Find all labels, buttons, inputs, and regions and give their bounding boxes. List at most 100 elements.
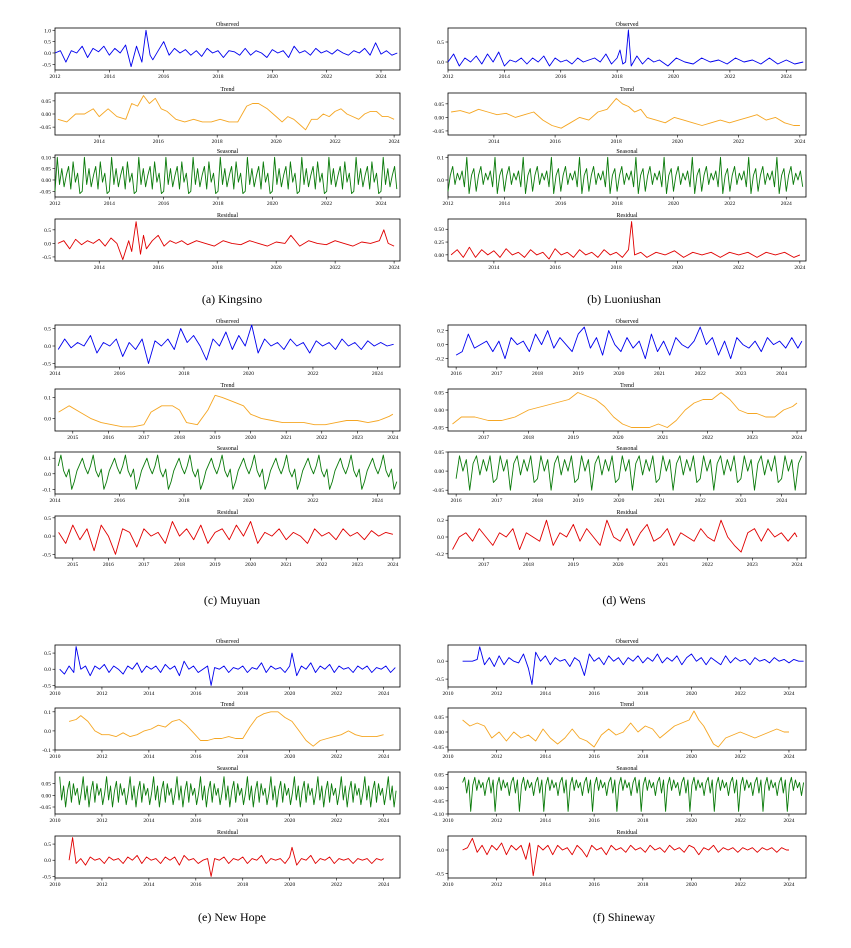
panel-0-observed-title: Observed [216,22,239,28]
panel-5-residual-xtick-label: 2010 [443,882,454,888]
panel-2-seasonal-ytick-label: -0.1 [42,487,51,493]
panel-3-observed-xtick-label: 2020 [613,371,624,377]
panel-3-residual-ytick-label: 0.0 [437,535,444,541]
panel-2-trend-xtick-label: 2017 [138,435,149,441]
panel-2-seasonal-xtick-label: 2022 [307,498,318,504]
panel-2-residual-series-line [58,521,394,555]
panel-3-seasonal-xtick-label: 2019 [573,498,584,504]
panel-0-residual-ytick-label: -0.5 [42,255,51,261]
panel-2-residual-xtick-label: 2018 [174,562,185,568]
panel-0-observed-frame [54,27,401,71]
caption-d: (d) Wens [602,593,646,607]
panel-1-seasonal-xtick-label: 2018 [612,201,623,207]
panel-0-residual-ytick-label: 0.5 [44,228,51,234]
panel-4-residual-title: Residual [217,830,238,836]
panel-0-residual-frame [54,218,401,262]
panel-4-observed-title: Observed [216,639,239,645]
panel-2-observed-ytick-label: -0.5 [42,362,51,368]
panel-2-residual-xtick-label: 2022 [316,562,327,568]
panel-3-residual-frame [447,515,807,559]
panel-4-trend-title: Trend [220,702,234,708]
panel-1-seasonal-xtick-label: 2014 [499,201,510,207]
panel-5-trend-title: Trend [620,702,634,708]
panel-3-observed-ytick-label: 0.0 [437,343,444,349]
panel-0-residual-xtick-label: 2022 [330,265,341,271]
panel-3-seasonal-xtick-label: 2017 [491,498,502,504]
panel-3-observed-xtick-label: 2016 [451,371,462,377]
panel-4-observed-ytick-label: 0.5 [44,651,51,657]
panel-3-observed-xtick-label: 2019 [573,371,584,377]
panel-0-trend-frame [54,92,401,136]
panel-4-observed-xtick-label: 2022 [331,691,342,697]
panel-2-residual-frame [54,515,401,559]
panel-3-residual-xtick-label: 2022 [702,562,713,568]
panel-0-residual-xtick-label: 2016 [153,265,164,271]
panel-5-trend-ytick-label: -0.05 [433,745,445,751]
panel-4-residual-frame [54,835,401,879]
panel-0-trend-title: Trend [220,87,234,93]
panel-5-observed-xtick-label: 2020 [686,691,697,697]
panel-5-seasonal-ytick-label: -0.10 [433,812,445,818]
panel-5-seasonal-xtick-label: 2010 [443,818,454,824]
panel-2-observed-xtick-label: 2024 [372,371,383,377]
panel-1-trend-ytick-label: -0.05 [433,129,445,135]
panel-2-observed-series-line [57,324,394,364]
panel-1-observed-title: Observed [616,22,639,28]
panel-5-residual-xtick-label: 2018 [637,882,648,888]
panel-2-trend-xtick-label: 2023 [352,435,363,441]
panel-3-observed-ytick-label: 0.2 [437,329,444,335]
panel-3-seasonal-ytick-label: 0.05 [434,450,444,456]
panel-4-residual-xtick-label: 2024 [378,882,389,888]
panel-5-trend-xtick-label: 2012 [491,754,502,760]
panel-5-seasonal-ytick-label: 0.05 [434,773,444,779]
panel-2-trend-xtick-label: 2018 [174,435,185,441]
panel-3-residual-ytick-label: 0.2 [437,518,444,524]
panel-2-residual-title: Residual [217,510,238,516]
panel-3-residual-ytick-label: -0.2 [435,552,444,558]
panel-5-observed-xtick-label: 2010 [443,691,454,697]
panel-5-seasonal-xtick-label: 2020 [686,818,697,824]
panel-1-seasonal-ytick-label: 0.1 [437,155,444,161]
panel-0-trend-xtick-label: 2016 [153,139,164,145]
panel-2-seasonal-series-line [57,454,398,490]
panel-0-trend-ytick-label: -0.05 [40,125,52,131]
panel-0-observed-xtick-label: 2018 [212,74,223,80]
panel-3-trend-xtick-label: 2020 [613,435,624,441]
panel-2-residual-xtick-label: 2017 [138,562,149,568]
panel-5-observed-xtick-label: 2018 [637,691,648,697]
panel-1-observed-xtick-label: 2024 [781,74,792,80]
panel-0-trend-ytick-label: 0.00 [41,112,51,118]
panel-5-residual-series-line [462,837,789,877]
panel-4-residual-xtick-label: 2018 [237,882,248,888]
panel-3-observed-xtick-label: 2018 [532,371,543,377]
panel-1-residual-xtick-label: 2014 [488,265,499,271]
panel-3-seasonal-ytick-label: 0.00 [434,469,444,475]
panel-3-residual-xtick-label: 2021 [657,562,668,568]
panel-0-seasonal-xtick-label: 2024 [375,201,386,207]
panel-1-trend-xtick-label: 2020 [672,139,683,145]
panel-3-observed-xtick-label: 2021 [654,371,665,377]
panel-1-seasonal-xtick-label: 2020 [668,201,679,207]
panel-1-seasonal-frame [447,154,807,198]
panel-5-observed-xtick-label: 2016 [589,691,600,697]
panel-2-seasonal-title: Seasonal [217,446,239,452]
panel-4-seasonal-xtick-label: 2022 [331,818,342,824]
panel-1-observed-ytick-label: 0.5 [437,40,444,46]
panel-1-residual-ytick-label: 0.00 [434,253,444,259]
panel-2-seasonal-ytick-label: 0.1 [44,456,51,462]
panel-5-seasonal-xtick-label: 2022 [735,818,746,824]
panel-0-trend-xtick-label: 2022 [330,139,341,145]
panel-3-seasonal-xtick-label: 2016 [451,498,462,504]
panel-5-trend-ytick-label: 0.00 [434,730,444,736]
panel-5-trend-xtick-label: 2014 [540,754,551,760]
panel-0-residual-xtick-label: 2024 [389,265,400,271]
panel-3-seasonal-xtick-label: 2020 [613,498,624,504]
panel-5-observed-title: Observed [616,639,639,645]
panel-1-trend-xtick-label: 2016 [550,139,561,145]
panel-4-seasonal-xtick-label: 2018 [237,818,248,824]
panel-1-observed-series-line [447,29,804,67]
panel-5-observed-xtick-label: 2012 [491,691,502,697]
panel-0-residual-xtick-label: 2018 [212,265,223,271]
panel-5-trend-ytick-label: 0.05 [434,715,444,721]
panel-1-observed-xtick-label: 2014 [499,74,510,80]
